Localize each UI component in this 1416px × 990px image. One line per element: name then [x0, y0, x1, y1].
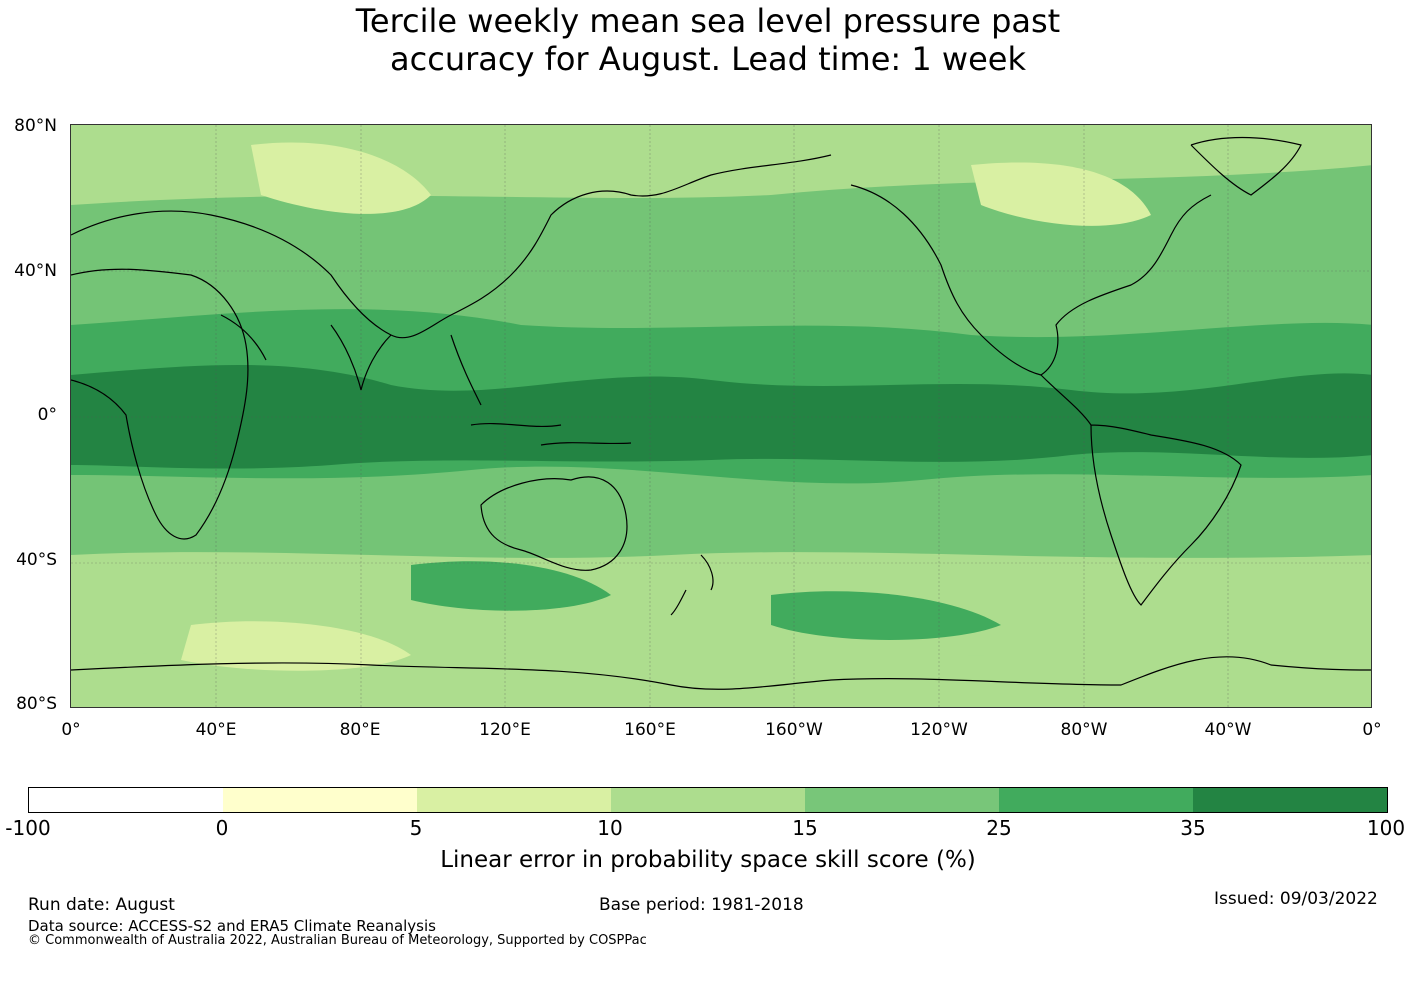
lon-label-40e: 40°E	[195, 720, 237, 740]
lat-label-equator: 0°	[37, 405, 57, 425]
map-svg	[71, 125, 1371, 707]
lon-label-0-west: 0°	[61, 720, 81, 740]
lon-label-160w: 160°W	[765, 720, 823, 740]
colorbar-segment	[805, 788, 999, 812]
lat-label-40s: 40°S	[16, 550, 57, 570]
map-title: Tercile weekly mean sea level pressure p…	[0, 2, 1416, 78]
map-title-line-2: accuracy for August. Lead time: 1 week	[390, 40, 1026, 78]
map-title-line-1: Tercile weekly mean sea level pressure p…	[355, 2, 1061, 40]
colorbar-tick: 25	[986, 816, 1012, 840]
coastlines	[71, 136, 1371, 690]
lon-label-80e: 80°E	[339, 720, 381, 740]
lon-label-80w: 80°W	[1060, 720, 1108, 740]
lon-label-120w: 120°W	[910, 720, 968, 740]
skill-score-map	[70, 124, 1372, 708]
skill-field-antarctic	[71, 650, 1371, 707]
colorbar-segment	[999, 788, 1193, 812]
lat-label-40n: 40°N	[14, 261, 57, 281]
lon-label-120e: 120°E	[479, 720, 531, 740]
colorbar-label: Linear error in probability space skill …	[440, 847, 976, 873]
lat-label-80s: 80°S	[16, 694, 57, 714]
lon-label-0-east: 0°	[1362, 720, 1382, 740]
skill-field-south-pacific	[771, 591, 1001, 640]
colorbar-tick: 5	[409, 816, 423, 840]
colorbar-tick: 0	[215, 816, 229, 840]
skill-field-canada	[971, 162, 1151, 226]
skill-field-siberia	[251, 142, 431, 214]
colorbar-segment	[223, 788, 417, 812]
colorbar-tick: 10	[597, 816, 623, 840]
base-period: Base period: 1981-2018	[599, 895, 804, 915]
colorbar-segment	[611, 788, 805, 812]
colorbar-tick: 35	[1180, 816, 1206, 840]
copyright: © Commonwealth of Australia 2022, Austra…	[28, 933, 647, 948]
colorbar	[28, 787, 1388, 813]
colorbar-tick: 15	[792, 816, 818, 840]
colorbar-tick: -100	[5, 816, 51, 840]
gridlines	[71, 125, 1371, 707]
data-source: Data source: ACCESS-S2 and ERA5 Climate …	[28, 917, 436, 935]
colorbar-segment	[29, 788, 223, 812]
skill-field-south-indian	[411, 561, 611, 611]
issued-date: Issued: 09/03/2022	[1214, 889, 1378, 909]
lat-label-80n: 80°N	[14, 116, 57, 136]
lon-label-40w: 40°W	[1204, 720, 1252, 740]
colorbar-segment	[417, 788, 611, 812]
colorbar-segment	[1193, 788, 1387, 812]
skill-field-southern-ocean-light	[181, 621, 411, 671]
colorbar-tick: 100	[1366, 816, 1406, 840]
lon-label-160e: 160°E	[624, 720, 676, 740]
run-date: Run date: August	[28, 895, 175, 915]
